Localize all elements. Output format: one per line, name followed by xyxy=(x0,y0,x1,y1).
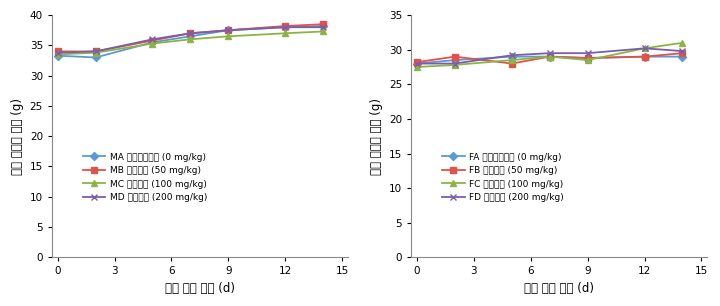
FD 고용량군 (200 mg/kg) xyxy=(545,51,554,55)
FD 고용량군 (200 mg/kg) xyxy=(583,51,592,55)
FA 부형제대조군 (0 mg/kg) xyxy=(583,56,592,60)
MB 저용량군 (50 mg/kg) xyxy=(53,50,62,53)
FC 중용량군 (100 mg/kg) xyxy=(583,58,592,62)
Line: FA 부형제대조군 (0 mg/kg): FA 부형제대조군 (0 mg/kg) xyxy=(414,54,685,67)
FA 부형제대조군 (0 mg/kg) xyxy=(508,55,516,58)
MD 고용량군 (200 mg/kg) xyxy=(281,25,289,29)
X-axis label: 투여 이후 날짜 (d): 투여 이후 날짜 (d) xyxy=(524,282,594,295)
Line: MB 저용량군 (50 mg/kg): MB 저용량군 (50 mg/kg) xyxy=(55,21,326,54)
Line: MA 부형제대조군 (0 mg/kg): MA 부형제대조군 (0 mg/kg) xyxy=(55,23,326,61)
Legend: MA 부형제대조군 (0 mg/kg), MB 저용량군 (50 mg/kg), MC 중용량군 (100 mg/kg), MD 고용량군 (200 mg/kg: MA 부형제대조군 (0 mg/kg), MB 저용량군 (50 mg/kg),… xyxy=(80,150,210,205)
MC 중용량군 (100 mg/kg) xyxy=(281,32,289,35)
MB 저용량군 (50 mg/kg) xyxy=(281,24,289,28)
Y-axis label: 암컷 마우스 체중 (g): 암컷 마우스 체중 (g) xyxy=(370,98,384,175)
MA 부형제대조군 (0 mg/kg) xyxy=(186,35,194,38)
MD 고용량군 (200 mg/kg) xyxy=(319,25,328,29)
MB 저용량군 (50 mg/kg) xyxy=(186,32,194,35)
FC 중용량군 (100 mg/kg) xyxy=(640,47,649,50)
FB 저용량군 (50 mg/kg) xyxy=(451,55,459,58)
MC 중용량군 (100 mg/kg) xyxy=(91,51,100,54)
Line: MD 고용량군 (200 mg/kg): MD 고용량군 (200 mg/kg) xyxy=(55,24,326,56)
MC 중용량군 (100 mg/kg) xyxy=(224,35,233,38)
FC 중용량군 (100 mg/kg) xyxy=(545,55,554,58)
MA 부형제대조군 (0 mg/kg) xyxy=(224,28,233,32)
MC 중용량군 (100 mg/kg) xyxy=(53,53,62,56)
FA 부형제대조군 (0 mg/kg) xyxy=(545,55,554,58)
FD 고용량군 (200 mg/kg) xyxy=(413,62,421,65)
FD 고용량군 (200 mg/kg) xyxy=(508,54,516,57)
Legend: FA 부형제대조군 (0 mg/kg), FB 저용량군 (50 mg/kg), FC 중용량군 (100 mg/kg), FD 고용량군 (200 mg/kg: FA 부형제대조군 (0 mg/kg), FB 저용량군 (50 mg/kg),… xyxy=(439,150,567,205)
MC 중용량군 (100 mg/kg) xyxy=(148,42,157,45)
MD 고용량군 (200 mg/kg) xyxy=(186,32,194,35)
FA 부형제대조군 (0 mg/kg) xyxy=(640,55,649,58)
FC 중용량군 (100 mg/kg) xyxy=(508,58,516,62)
FB 저용량군 (50 mg/kg) xyxy=(678,51,687,55)
FC 중용량군 (100 mg/kg) xyxy=(451,63,459,67)
FB 저용량군 (50 mg/kg) xyxy=(413,60,421,64)
FC 중용량군 (100 mg/kg) xyxy=(413,65,421,69)
FB 저용량군 (50 mg/kg) xyxy=(640,55,649,58)
FA 부형제대조군 (0 mg/kg) xyxy=(451,58,459,62)
MD 고용량군 (200 mg/kg) xyxy=(91,50,100,53)
FB 저용량군 (50 mg/kg) xyxy=(508,62,516,65)
FD 고용량군 (200 mg/kg) xyxy=(451,62,459,65)
Line: FD 고용량군 (200 mg/kg): FD 고용량군 (200 mg/kg) xyxy=(414,45,685,67)
X-axis label: 투여 이후 날짜 (d): 투여 이후 날짜 (d) xyxy=(165,282,235,295)
MC 중용량군 (100 mg/kg) xyxy=(319,30,328,33)
MD 고용량군 (200 mg/kg) xyxy=(224,28,233,32)
MB 저용량군 (50 mg/kg) xyxy=(148,39,157,42)
MA 부형제대조군 (0 mg/kg) xyxy=(281,25,289,29)
FA 부형제대조군 (0 mg/kg) xyxy=(413,62,421,65)
Line: FC 중용량군 (100 mg/kg): FC 중용량군 (100 mg/kg) xyxy=(414,40,685,70)
Y-axis label: 수컷 마우스 체중 (g): 수컷 마우스 체중 (g) xyxy=(11,98,24,175)
MA 부형제대조군 (0 mg/kg) xyxy=(148,40,157,44)
MA 부형제대조군 (0 mg/kg) xyxy=(53,54,62,58)
MD 고용량군 (200 mg/kg) xyxy=(53,51,62,54)
MB 저용량군 (50 mg/kg) xyxy=(224,28,233,32)
FB 저용량군 (50 mg/kg) xyxy=(545,55,554,58)
FC 중용량군 (100 mg/kg) xyxy=(678,41,687,45)
MD 고용량군 (200 mg/kg) xyxy=(148,38,157,41)
MC 중용량군 (100 mg/kg) xyxy=(186,38,194,41)
FD 고용량군 (200 mg/kg) xyxy=(640,47,649,50)
MA 부형제대조군 (0 mg/kg) xyxy=(91,56,100,59)
FD 고용량군 (200 mg/kg) xyxy=(678,49,687,53)
FA 부형제대조군 (0 mg/kg) xyxy=(678,55,687,58)
MB 저용량군 (50 mg/kg) xyxy=(91,50,100,53)
MA 부형제대조군 (0 mg/kg) xyxy=(319,24,328,28)
FB 저용량군 (50 mg/kg) xyxy=(583,56,592,60)
Line: FB 저용량군 (50 mg/kg): FB 저용량군 (50 mg/kg) xyxy=(414,50,685,67)
MB 저용량군 (50 mg/kg) xyxy=(319,22,328,26)
Line: MC 중용량군 (100 mg/kg): MC 중용량군 (100 mg/kg) xyxy=(55,28,326,58)
